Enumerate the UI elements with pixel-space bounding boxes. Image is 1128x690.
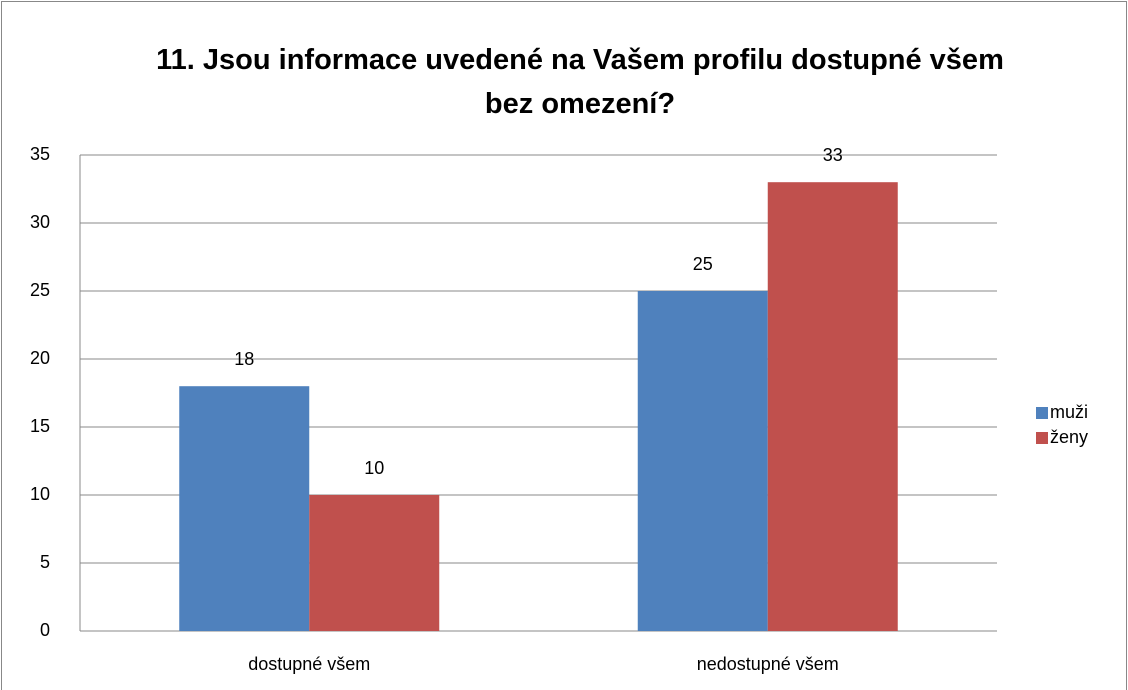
- y-tick-label: 25: [30, 280, 50, 300]
- value-label: 33: [823, 145, 843, 165]
- value-label: 25: [693, 254, 713, 274]
- y-tick-label: 30: [30, 212, 50, 232]
- bar: [637, 291, 768, 631]
- legend-swatch: [1036, 432, 1048, 444]
- bar: [767, 182, 898, 631]
- chart-title: 11. Jsou informace uvedené na Vašem prof…: [156, 44, 1004, 120]
- y-tick-label: 20: [30, 348, 50, 368]
- legend-label: ženy: [1050, 427, 1088, 447]
- y-tick-label: 35: [30, 144, 50, 164]
- y-tick-label: 15: [30, 416, 50, 436]
- x-tick-label: dostupné všem: [248, 654, 370, 674]
- y-tick-label: 10: [30, 484, 50, 504]
- bar: [309, 495, 440, 631]
- x-tick-label: nedostupné všem: [697, 654, 839, 674]
- value-label: 10: [364, 458, 384, 478]
- y-tick-label: 0: [40, 620, 50, 640]
- bar: [179, 386, 310, 631]
- value-label: 18: [234, 349, 254, 369]
- legend-swatch: [1036, 407, 1048, 419]
- y-tick-label: 5: [40, 552, 50, 572]
- legend-label: muži: [1050, 402, 1088, 422]
